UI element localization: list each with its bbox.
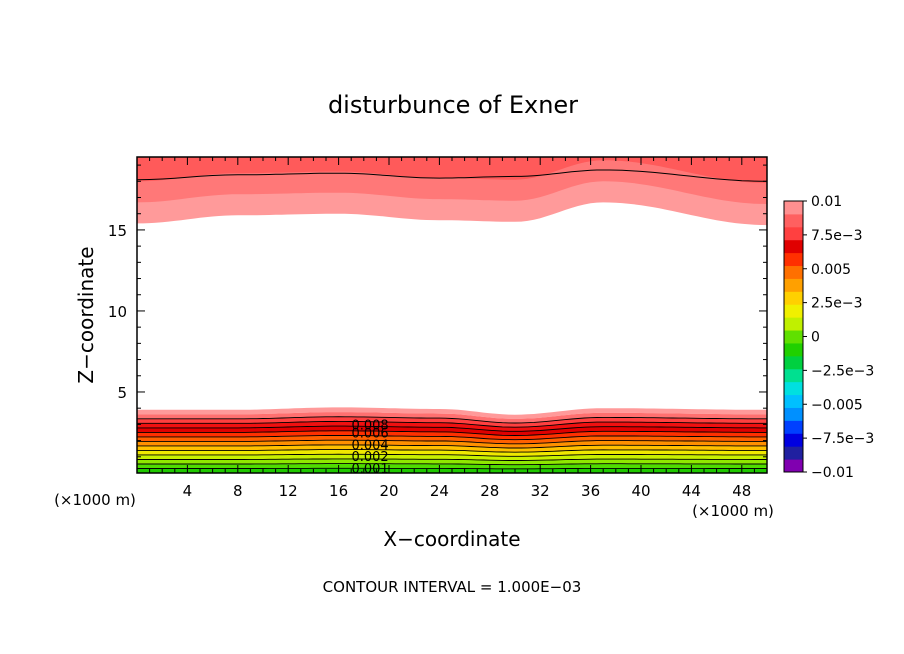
contour-label-0: 0.008 — [351, 418, 388, 433]
colorbar-swatch — [784, 278, 803, 292]
x-tick-label: 24 — [430, 482, 449, 500]
colorbar-tick-label: −2.5e−3 — [811, 363, 874, 379]
colorbar-swatch — [784, 446, 803, 460]
lower-contour-line-7 — [137, 439, 767, 445]
contour-label-3: 0.002 — [351, 450, 388, 465]
lower-contour-line-10 — [137, 453, 767, 457]
lower-band-0 — [137, 407, 767, 419]
colorbar-swatch — [784, 213, 803, 228]
x-unit-left: (×1000 m) — [54, 491, 136, 509]
colorbar-tick-label: −7.5e−3 — [811, 431, 874, 447]
y-axis-label: Z−coordinate — [74, 246, 98, 383]
colorbar-tick-label: 0 — [811, 330, 820, 346]
colorbar-swatch — [784, 330, 803, 344]
colorbar-swatch — [784, 368, 803, 383]
contour-field — [137, 157, 767, 473]
colorbar-swatch — [784, 420, 803, 434]
colorbar-swatch — [784, 433, 803, 447]
lower-contour-line-13 — [137, 467, 767, 470]
lower-band-3 — [137, 421, 767, 432]
lower-contour-line-9 — [137, 449, 767, 453]
lower-contour-line-11 — [137, 458, 767, 461]
lower-band-8 — [137, 444, 767, 453]
colorbar-swatch — [784, 394, 803, 408]
colorbar-swatch — [784, 459, 803, 473]
contour-label-1: 0.006 — [351, 426, 388, 441]
colorbar-tick-label: −0.01 — [811, 465, 854, 481]
lower-band-4 — [137, 426, 767, 436]
colorbar-tick-label: 2.5e−3 — [811, 296, 863, 312]
colorbar-swatch — [784, 265, 803, 279]
x-tick-label: 40 — [631, 482, 650, 500]
colorbar-swatch — [784, 291, 803, 305]
colorbar-swatch — [784, 355, 803, 370]
colorbar-tick-label: 0.005 — [811, 262, 851, 278]
colorbar-swatch — [784, 304, 803, 318]
y-tick-label: 15 — [108, 222, 127, 240]
y-tick-label: 5 — [117, 384, 127, 402]
upper-band-2 — [137, 157, 767, 183]
y-tick-label: 10 — [108, 303, 127, 321]
lower-band-12 — [137, 463, 767, 469]
colorbar-tick-label: −0.005 — [811, 397, 863, 413]
contour-label-4: 0.001 — [351, 462, 388, 477]
x-tick-label: 36 — [581, 482, 600, 500]
colorbar-swatch — [784, 201, 803, 215]
x-axis-label: X−coordinate — [383, 527, 520, 551]
lower-contour-line-2 — [137, 416, 767, 424]
y-axis: 5 10 15 — [108, 164, 767, 458]
lower-band-2 — [137, 416, 767, 428]
x-tick-label: 12 — [279, 482, 298, 500]
lower-band-7 — [137, 440, 767, 448]
x-tick-label: 8 — [233, 482, 243, 500]
colorbar-tick-label: 0.01 — [811, 194, 842, 210]
contour-lines — [136, 169, 767, 470]
x-tick-label: 28 — [480, 482, 499, 500]
x-tick-label: 4 — [183, 482, 193, 500]
colorbar-swatch — [784, 317, 803, 331]
lower-band-6 — [137, 435, 767, 444]
lower-contour-line-3 — [137, 420, 767, 428]
colorbar-swatch — [784, 407, 803, 421]
contour-interval-note: CONTOUR INTERVAL = 1.000E−03 — [323, 578, 582, 596]
x-tick-label: 16 — [329, 482, 348, 500]
lower-contour-line-8 — [137, 444, 767, 449]
colorbar: 0.01 7.5e−3 0.005 2.5e−3 0 −2.5e−3 −0.005 −7.5e… — [783, 194, 874, 481]
x-tick-label: 48 — [732, 482, 751, 500]
lower-contour-line-4 — [137, 425, 767, 432]
chart-title: disturbunce of Exner — [328, 91, 578, 119]
colorbar-swatch — [784, 239, 803, 254]
x-tick-label: 44 — [682, 482, 701, 500]
upper-contour-line — [136, 169, 767, 182]
lower-contour-line-5 — [137, 430, 767, 436]
lower-band-9 — [137, 449, 767, 457]
colorbar-swatch — [784, 252, 803, 267]
x-tick-label: 20 — [379, 482, 398, 500]
lower-band-1 — [137, 412, 767, 423]
lower-contour-line-6 — [137, 435, 767, 441]
lower-contour-line-12 — [137, 463, 767, 466]
colorbar-swatch — [784, 381, 803, 396]
colorbar-swatch — [784, 342, 803, 357]
x-axis: 4 8 12 16 20 24 28 32 36 40 44 48 — [149, 157, 755, 500]
lower-band-5 — [137, 430, 767, 440]
contour-label-2: 0.004 — [351, 439, 388, 454]
colorbar-tick-label: 7.5e−3 — [811, 228, 863, 244]
x-tick-label: 32 — [531, 482, 550, 500]
x-unit-right: (×1000 m) — [692, 502, 774, 520]
colorbar-swatch — [784, 226, 803, 241]
